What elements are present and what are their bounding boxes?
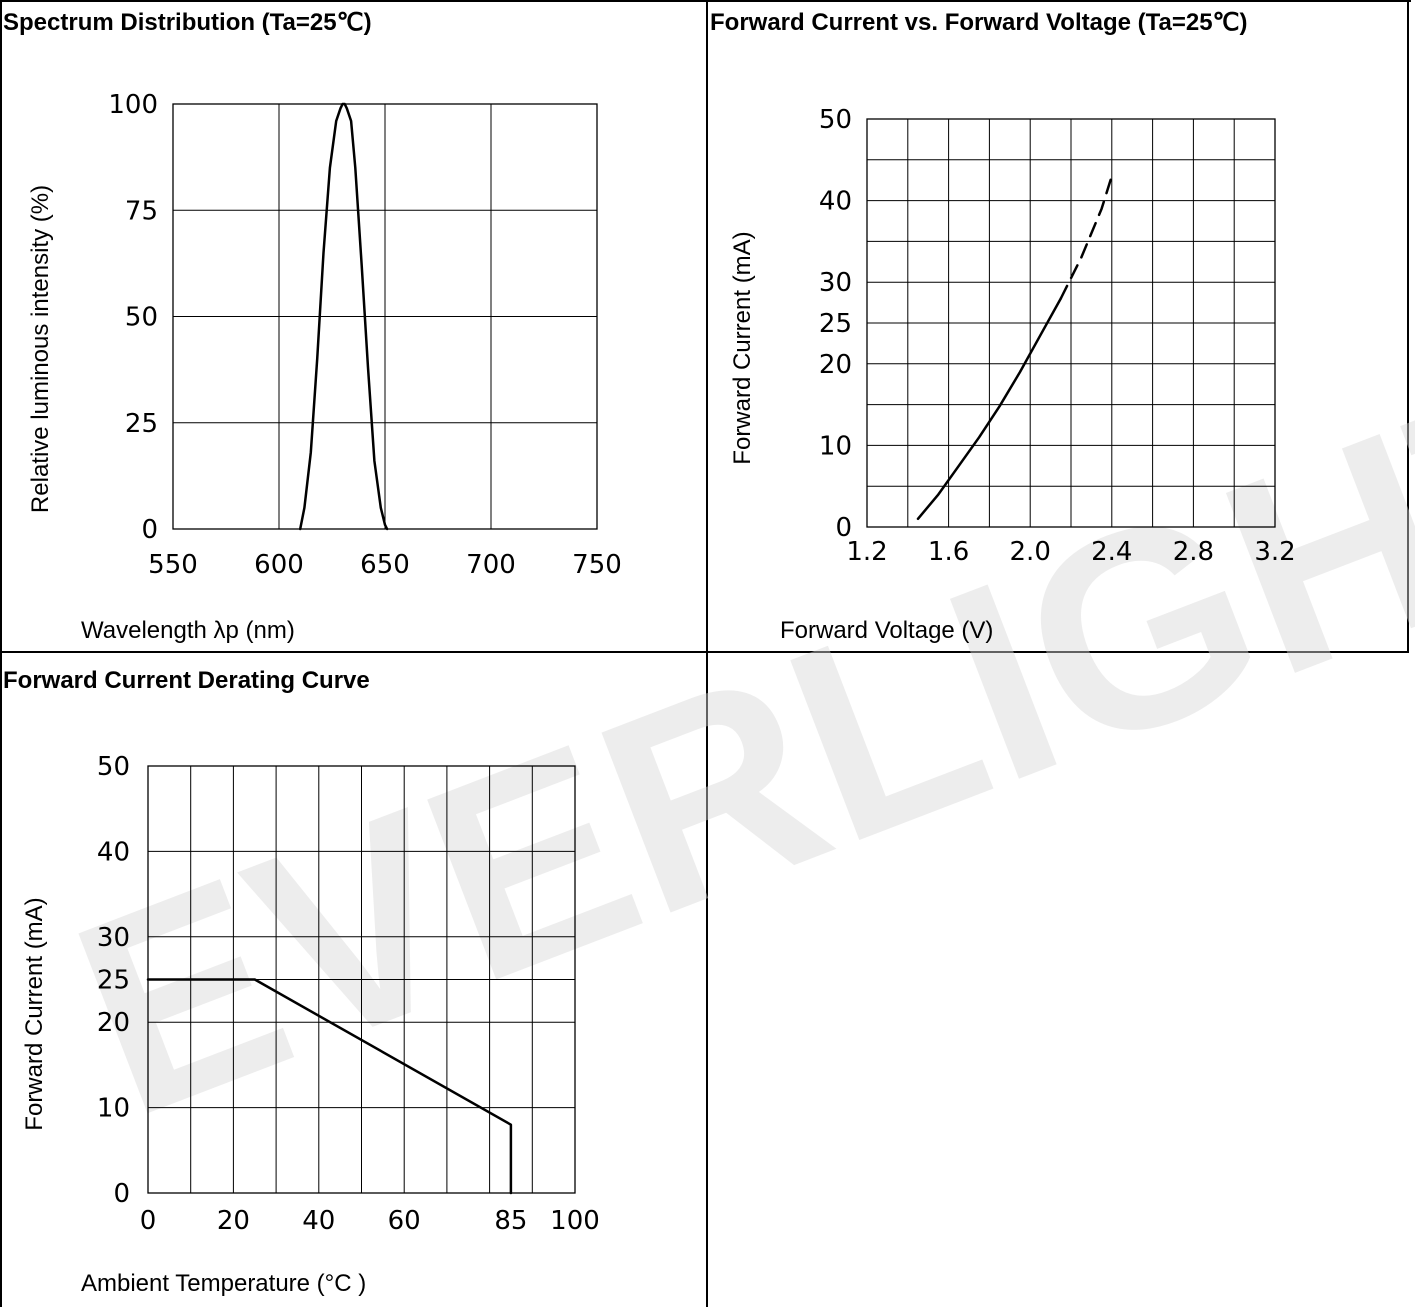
- derating-x-tick-label: 60: [388, 1206, 421, 1236]
- spectrum-x-tick-label: 750: [572, 550, 622, 580]
- iv-y-tick-label: 10: [819, 431, 852, 461]
- table-border-top: [0, 0, 1411, 2]
- derating-y-tick-label: 0: [113, 1179, 130, 1209]
- iv-chart: 1.2 1.6 2.0 2.4 2.8 3.2 0 10 20 25 30 40 50: [819, 105, 1296, 567]
- spectrum-chart: 550 600 650 700 750 0 25 50 75 100: [108, 90, 622, 580]
- iv-x-tick-label: 3.2: [1254, 537, 1295, 567]
- empty-panel: [707, 652, 1409, 1307]
- derating-x-tick-label: 85: [494, 1206, 527, 1236]
- spectrum-y-axis-label: Relative luminous intensity (%): [27, 184, 54, 514]
- derating-x-tick-label: 0: [140, 1206, 157, 1236]
- spectrum-panel: Spectrum Distribution (Ta=25℃) 550 600 650…: [0, 0, 707, 652]
- derating-y-axis-label: Forward Current (mA): [21, 897, 48, 1131]
- spectrum-y-tick-label: 50: [125, 303, 158, 333]
- derating-x-axis-label: Ambient Temperature (°C ): [81, 1270, 367, 1297]
- derating-x-tick-label: 100: [550, 1206, 600, 1236]
- table-divider-horizontal: [0, 651, 1409, 653]
- iv-y-tick-label: 50: [819, 105, 852, 135]
- derating-y-tick-label: 40: [97, 837, 130, 867]
- iv-y-axis-label: Forward Current (mA): [729, 231, 756, 465]
- iv-y-tick-label: 40: [819, 187, 852, 217]
- spectrum-series-line: [298, 102, 389, 531]
- table-divider-vertical: [706, 0, 708, 1307]
- iv-x-tick-label: 2.0: [1010, 537, 1051, 567]
- spectrum-y-tick-label: 0: [141, 515, 158, 545]
- derating-x-tick-label: 20: [217, 1206, 250, 1236]
- derating-y-tick-label: 20: [97, 1008, 130, 1038]
- spectrum-x-tick-label: 650: [360, 550, 410, 580]
- iv-series-line: [916, 297, 1063, 521]
- derating-y-tick-label: 25: [97, 966, 130, 996]
- table-border-left: [0, 0, 2, 1307]
- iv-y-tick-label: 25: [819, 309, 852, 339]
- derating-y-tick-label: 10: [97, 1094, 130, 1124]
- derating-x-tick-label: 40: [302, 1206, 335, 1236]
- iv-title: Forward Current vs. Forward Voltage (Ta=…: [710, 9, 1248, 36]
- derating-chart: 0 20 40 60 85 100 0 10 20 25 30 40 50: [97, 752, 600, 1236]
- spectrum-y-tick-label: 25: [125, 409, 158, 439]
- iv-x-tick-label: 1.2: [846, 537, 887, 567]
- spectrum-x-tick-label: 700: [466, 550, 516, 580]
- derating-title: Forward Current Derating Curve: [3, 667, 370, 694]
- derating-series-line: [146, 978, 513, 1195]
- spectrum-x-axis-label: Wavelength λp (nm): [81, 617, 295, 644]
- iv-series-line: [1059, 174, 1114, 300]
- spectrum-title: Spectrum Distribution (Ta=25℃): [3, 9, 372, 36]
- spectrum-x-tick-label: 600: [254, 550, 304, 580]
- table-border-right: [1407, 0, 1409, 653]
- iv-y-tick-label: 20: [819, 350, 852, 380]
- iv-y-tick-label: 0: [835, 513, 852, 543]
- spectrum-y-tick-label: 75: [125, 196, 158, 226]
- iv-x-tick-label: 1.6: [928, 537, 969, 567]
- spectrum-y-tick-label: 100: [108, 90, 158, 120]
- iv-y-tick-label: 30: [819, 268, 852, 298]
- iv-x-axis-label: Forward Voltage (V): [780, 617, 994, 644]
- derating-y-tick-label: 30: [97, 923, 130, 953]
- derating-panel: Forward Current Derating Curve 0 20 40 60 85…: [0, 652, 707, 1307]
- spectrum-x-tick-label: 550: [148, 550, 198, 580]
- iv-x-tick-label: 2.4: [1091, 537, 1132, 567]
- spectrum-plot-frame: [172, 103, 598, 530]
- iv-plot-frame: [866, 118, 1276, 528]
- derating-y-tick-label: 50: [97, 752, 130, 782]
- iv-x-tick-label: 2.8: [1173, 537, 1214, 567]
- iv-panel: Forward Current vs. Forward Voltage (Ta=…: [707, 0, 1409, 652]
